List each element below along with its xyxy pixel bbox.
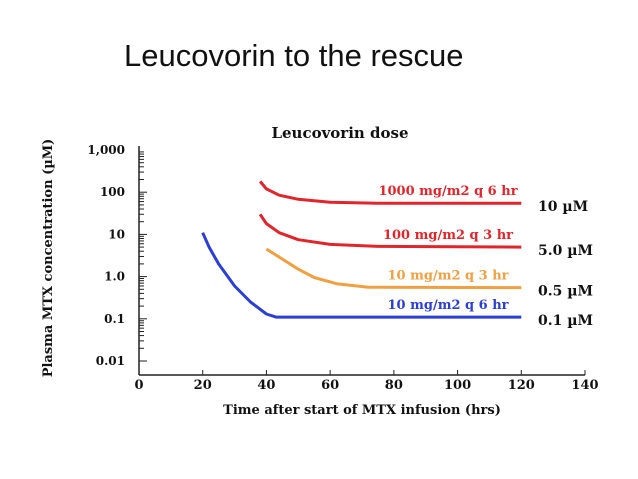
series-end-label-2: 5.0 µM (538, 243, 593, 259)
y-tick-label: 1.0 (104, 270, 125, 284)
x-tick-label: 60 (321, 378, 339, 393)
series-name-label-4: 10 mg/m2 q 6 hr (387, 298, 508, 313)
x-tick-label: 20 (194, 378, 212, 393)
x-tick-label: 100 (444, 378, 471, 393)
x-tick-label: 0 (134, 378, 143, 393)
chart-title: Leucovorin dose (271, 124, 408, 142)
series-name-label-2: 100 mg/m2 q 3 hr (383, 228, 513, 243)
chart-series-lines (201, 180, 522, 319)
series-name-label-3: 10 mg/m2 q 3 hr (387, 269, 508, 284)
series-line-2 (258, 213, 522, 249)
x-tick-label: 40 (257, 378, 275, 393)
series-line-4 (201, 232, 522, 319)
series-name-label-1: 1000 mg/m2 q 6 hr (378, 184, 517, 199)
series-end-label-1: 10 µM (538, 199, 588, 215)
y-tick-label: 10 (108, 227, 125, 241)
y-axis-label: Plasma MTX concentration (µM) (41, 139, 56, 378)
y-tick-label: 100 (100, 185, 125, 199)
x-axis-label: Time after start of MTX infusion (hrs) (223, 403, 501, 418)
series-end-label-4: 0.1 µM (538, 313, 593, 329)
y-tick-label: 1,000 (87, 143, 125, 157)
chart-series-labels: 1000 mg/m2 q 6 hr 10 µM 100 mg/m2 q 3 hr 5.… (378, 184, 593, 329)
series-line-3 (265, 247, 522, 290)
series-end-label-3: 0.5 µM (538, 284, 593, 300)
y-tick-label: 0.01 (96, 354, 125, 368)
chart-axes: 0.01 0.1 1.0 10 100 1,000 0 20 40 60 80 100 120 140 (87, 143, 598, 393)
series-line-1 (258, 180, 522, 205)
x-tick-label: 80 (385, 378, 403, 393)
x-tick-label: 140 (571, 378, 598, 393)
x-tick-label: 120 (508, 378, 535, 393)
slide-title: Leucovorin to the rescue (124, 38, 464, 73)
y-tick-label: 0.1 (104, 312, 125, 326)
